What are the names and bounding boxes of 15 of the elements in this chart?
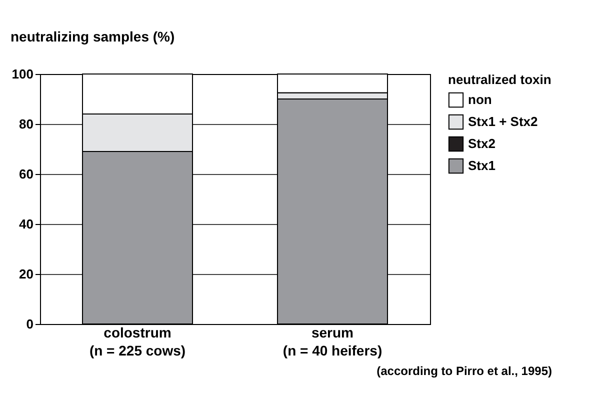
y-axis-title: neutralizing samples (%) (10, 28, 175, 44)
y-tick-label: 0 (26, 316, 34, 332)
x-tick-label: colostrum (n = 225 cows) (89, 324, 186, 358)
legend-title: neutralized toxin (448, 72, 552, 87)
y-tick-label: 40 (19, 216, 34, 232)
y-tick-label: 100 (12, 66, 34, 82)
y-tick-label: 80 (19, 116, 34, 132)
text: (according to Pirro et al., 1995) (376, 364, 552, 378)
legend-label: Stx1 + Stx2 (468, 114, 538, 129)
legend-label: non (468, 92, 492, 107)
legend-label: Stx1 (468, 158, 496, 173)
y-tick-label: 60 (19, 166, 34, 182)
legend-label: Stx2 (468, 136, 496, 151)
x-tick-label: serum (n = 40 heifers) (282, 324, 382, 358)
y-tick-label: 20 (19, 266, 34, 282)
